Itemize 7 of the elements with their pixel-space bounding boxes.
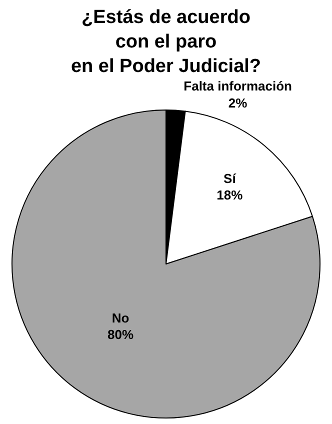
data-label: 80% <box>108 327 134 342</box>
data-label: 2% <box>228 95 248 110</box>
slice-label: Falta información <box>184 78 292 94</box>
data-label: 18% <box>216 188 244 203</box>
slice-label: No <box>112 310 130 326</box>
slice-label: Sí <box>224 170 236 186</box>
chart-title: ¿Estás de acuerdo con el paro en el Poder Judicial? <box>70 6 262 78</box>
